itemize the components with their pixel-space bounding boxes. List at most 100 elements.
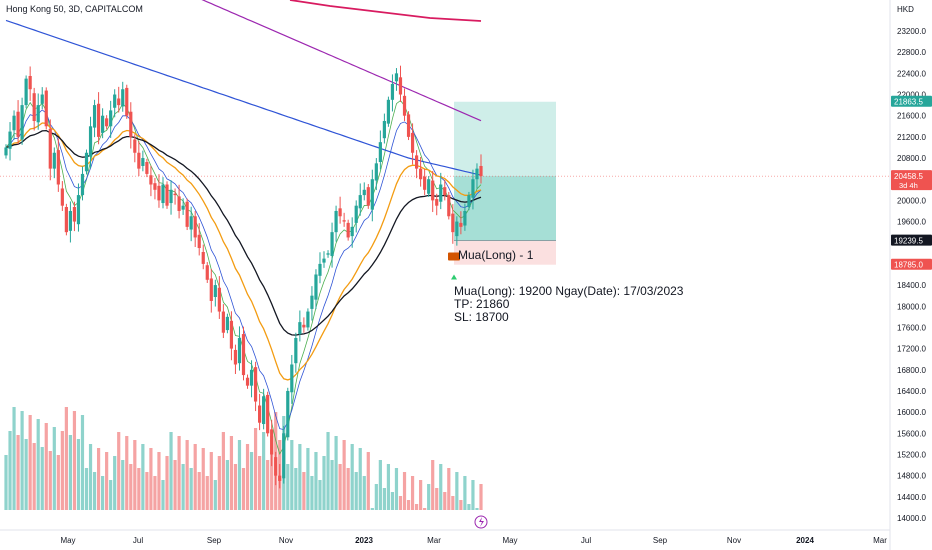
candle-body[interactable]	[378, 142, 382, 163]
candle-body[interactable]	[439, 184, 443, 202]
candle-body[interactable]	[101, 115, 105, 133]
candle-body[interactable]	[443, 187, 447, 196]
candle-body[interactable]	[209, 278, 213, 301]
candle-body[interactable]	[374, 163, 378, 181]
candle-body[interactable]	[137, 152, 141, 169]
candle-body[interactable]	[60, 188, 64, 206]
candle-body[interactable]	[56, 150, 60, 185]
candle-body[interactable]	[40, 94, 44, 104]
candle-body[interactable]	[358, 195, 362, 209]
candle-body[interactable]	[463, 210, 467, 226]
candle-body[interactable]	[390, 83, 395, 100]
candle-body[interactable]	[330, 232, 334, 256]
candle-body[interactable]	[80, 173, 85, 196]
candle-body[interactable]	[366, 187, 370, 206]
candle-body[interactable]	[253, 367, 258, 402]
candle-body[interactable]	[133, 139, 137, 153]
candle-body[interactable]	[270, 429, 274, 455]
candle-body[interactable]	[153, 183, 157, 190]
candle-body[interactable]	[398, 77, 403, 95]
candle-body[interactable]	[141, 158, 145, 166]
candle-body[interactable]	[145, 162, 149, 174]
candle-body[interactable]	[350, 226, 354, 237]
candle-body[interactable]	[125, 87, 129, 116]
candle-body[interactable]	[382, 120, 386, 139]
candle-body[interactable]	[117, 98, 121, 106]
candle-body[interactable]	[431, 180, 435, 201]
candle-body[interactable]	[157, 185, 161, 201]
take-profit-zone[interactable]	[0, 101, 890, 265]
candle-body[interactable]	[48, 128, 52, 169]
candle-body[interactable]	[302, 324, 306, 328]
candle-body[interactable]	[72, 207, 77, 222]
candle-body[interactable]	[346, 222, 350, 238]
stop-loss-zone-fill[interactable]	[454, 240, 556, 265]
candle-body[interactable]	[451, 213, 455, 233]
candle-body[interactable]	[342, 220, 346, 222]
candle-body[interactable]	[423, 176, 427, 190]
candle-body[interactable]	[52, 152, 56, 169]
candle-body[interactable]	[282, 433, 286, 479]
candle-body[interactable]	[92, 105, 97, 128]
candle-body[interactable]	[314, 274, 318, 300]
candle-body[interactable]	[44, 90, 48, 127]
candle-body[interactable]	[294, 338, 298, 364]
candle-body[interactable]	[16, 111, 20, 137]
candle-body[interactable]	[447, 195, 451, 217]
candle-body[interactable]	[28, 75, 32, 90]
candle-body[interactable]	[459, 222, 463, 227]
candle-body[interactable]	[185, 201, 189, 227]
candle-body[interactable]	[475, 168, 479, 180]
candle-body[interactable]	[370, 179, 374, 210]
candle-body[interactable]	[169, 189, 173, 204]
candle-body[interactable]	[237, 338, 242, 364]
candle-body[interactable]	[177, 196, 181, 211]
candle-body[interactable]	[20, 105, 24, 140]
position-label[interactable]: Mua(Long) - 1	[458, 248, 534, 262]
candle-body[interactable]	[24, 78, 28, 106]
candle-body[interactable]	[213, 285, 217, 297]
candle-body[interactable]	[165, 184, 169, 206]
candle-body[interactable]	[84, 152, 89, 172]
candle-body[interactable]	[88, 126, 93, 157]
candle-body[interactable]	[455, 221, 459, 237]
candle-body[interactable]	[233, 349, 238, 365]
candle-body[interactable]	[245, 377, 250, 386]
candle-body[interactable]	[362, 189, 366, 196]
candle-body[interactable]	[402, 95, 407, 116]
candle-body[interactable]	[96, 103, 101, 137]
candle-body[interactable]	[386, 99, 391, 124]
candle-body[interactable]	[229, 320, 234, 349]
candle-body[interactable]	[406, 114, 411, 137]
candle-body[interactable]	[479, 165, 483, 177]
candle-body[interactable]	[201, 252, 205, 264]
candle-body[interactable]	[121, 89, 125, 107]
candle-body[interactable]	[225, 316, 229, 331]
candle-body[interactable]	[4, 147, 8, 156]
candle-body[interactable]	[286, 390, 290, 438]
candle-body[interactable]	[414, 155, 419, 169]
candle-body[interactable]	[394, 73, 399, 82]
candle-body[interactable]	[290, 364, 294, 393]
candle-body[interactable]	[266, 394, 270, 434]
candle-body[interactable]	[410, 132, 415, 153]
candle-body[interactable]	[306, 311, 310, 328]
candle-body[interactable]	[258, 405, 262, 423]
candle-body[interactable]	[64, 207, 68, 233]
candle-body[interactable]	[310, 295, 314, 309]
candle-body[interactable]	[435, 199, 439, 206]
candle-body[interactable]	[32, 93, 36, 121]
candle-body[interactable]	[249, 369, 254, 386]
candle-body[interactable]	[129, 111, 133, 137]
candle-body[interactable]	[217, 287, 221, 312]
candle-body[interactable]	[161, 184, 165, 204]
candle-body[interactable]	[76, 195, 81, 225]
candle-body[interactable]	[181, 205, 185, 210]
candle-body[interactable]	[36, 105, 40, 123]
candle-body[interactable]	[113, 94, 117, 108]
candlesticks[interactable]	[4, 65, 483, 489]
candle-body[interactable]	[12, 115, 16, 131]
candle-body[interactable]	[105, 118, 109, 127]
candle-body[interactable]	[197, 234, 201, 249]
